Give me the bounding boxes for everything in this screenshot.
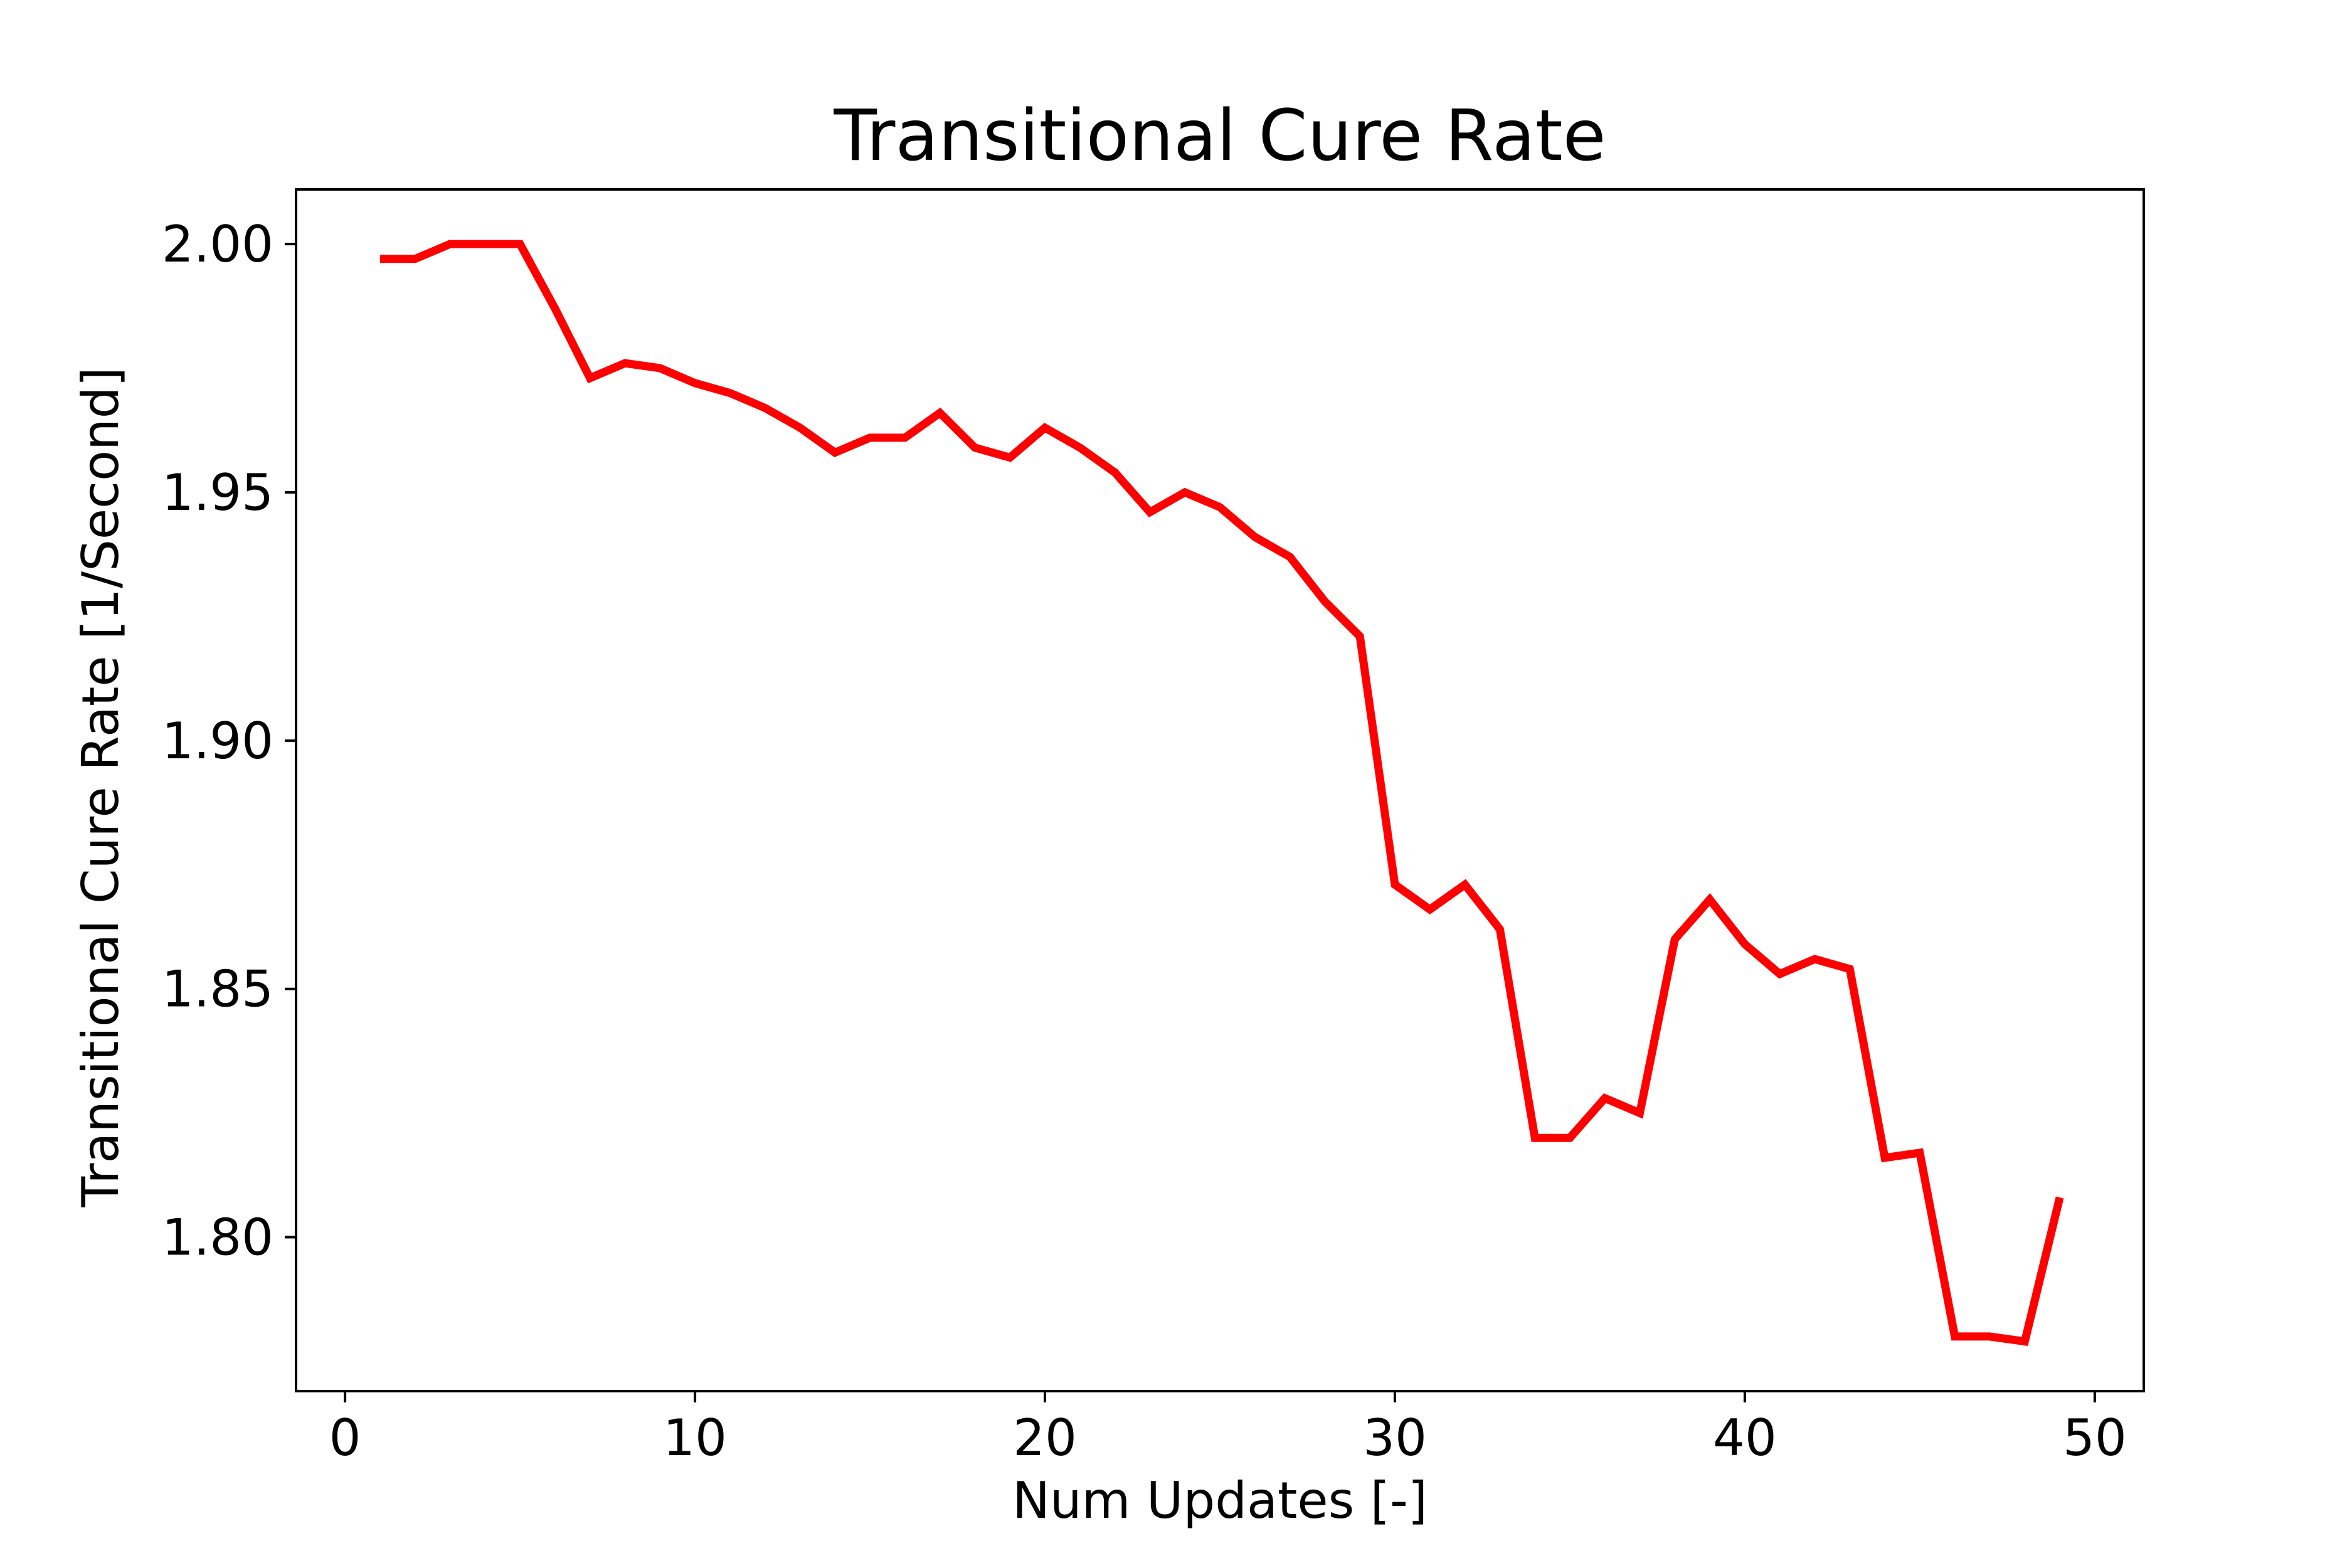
y-tick-label: 1.85 [162, 960, 273, 1019]
series-line-0 [379, 240, 2064, 1347]
plot-area: 0 10 20 30 40 50 1.80 1.85 1.90 1.95 2.00 [162, 188, 2145, 1467]
chart-title: Transitional Cure Rate [833, 95, 1606, 177]
x-tick-label: 50 [2063, 1409, 2127, 1467]
y-tick-label: 2.00 [162, 215, 273, 273]
plot-frame [295, 188, 2145, 1392]
x-tick-label: 40 [1713, 1409, 1777, 1467]
y-tick-label: 1.80 [162, 1209, 273, 1267]
x-tick-label: 10 [663, 1409, 727, 1467]
y-tick-label: 1.95 [162, 464, 273, 522]
y-tick-label: 1.90 [162, 712, 273, 770]
x-tick-label: 30 [1363, 1409, 1427, 1467]
x-axis-label: Num Updates [-] [1012, 1471, 1428, 1530]
x-tick-label: 0 [329, 1409, 361, 1467]
x-tick-label: 20 [1013, 1409, 1077, 1467]
y-axis-label: Transitional Cure Rate [1/Second] [72, 367, 130, 1207]
